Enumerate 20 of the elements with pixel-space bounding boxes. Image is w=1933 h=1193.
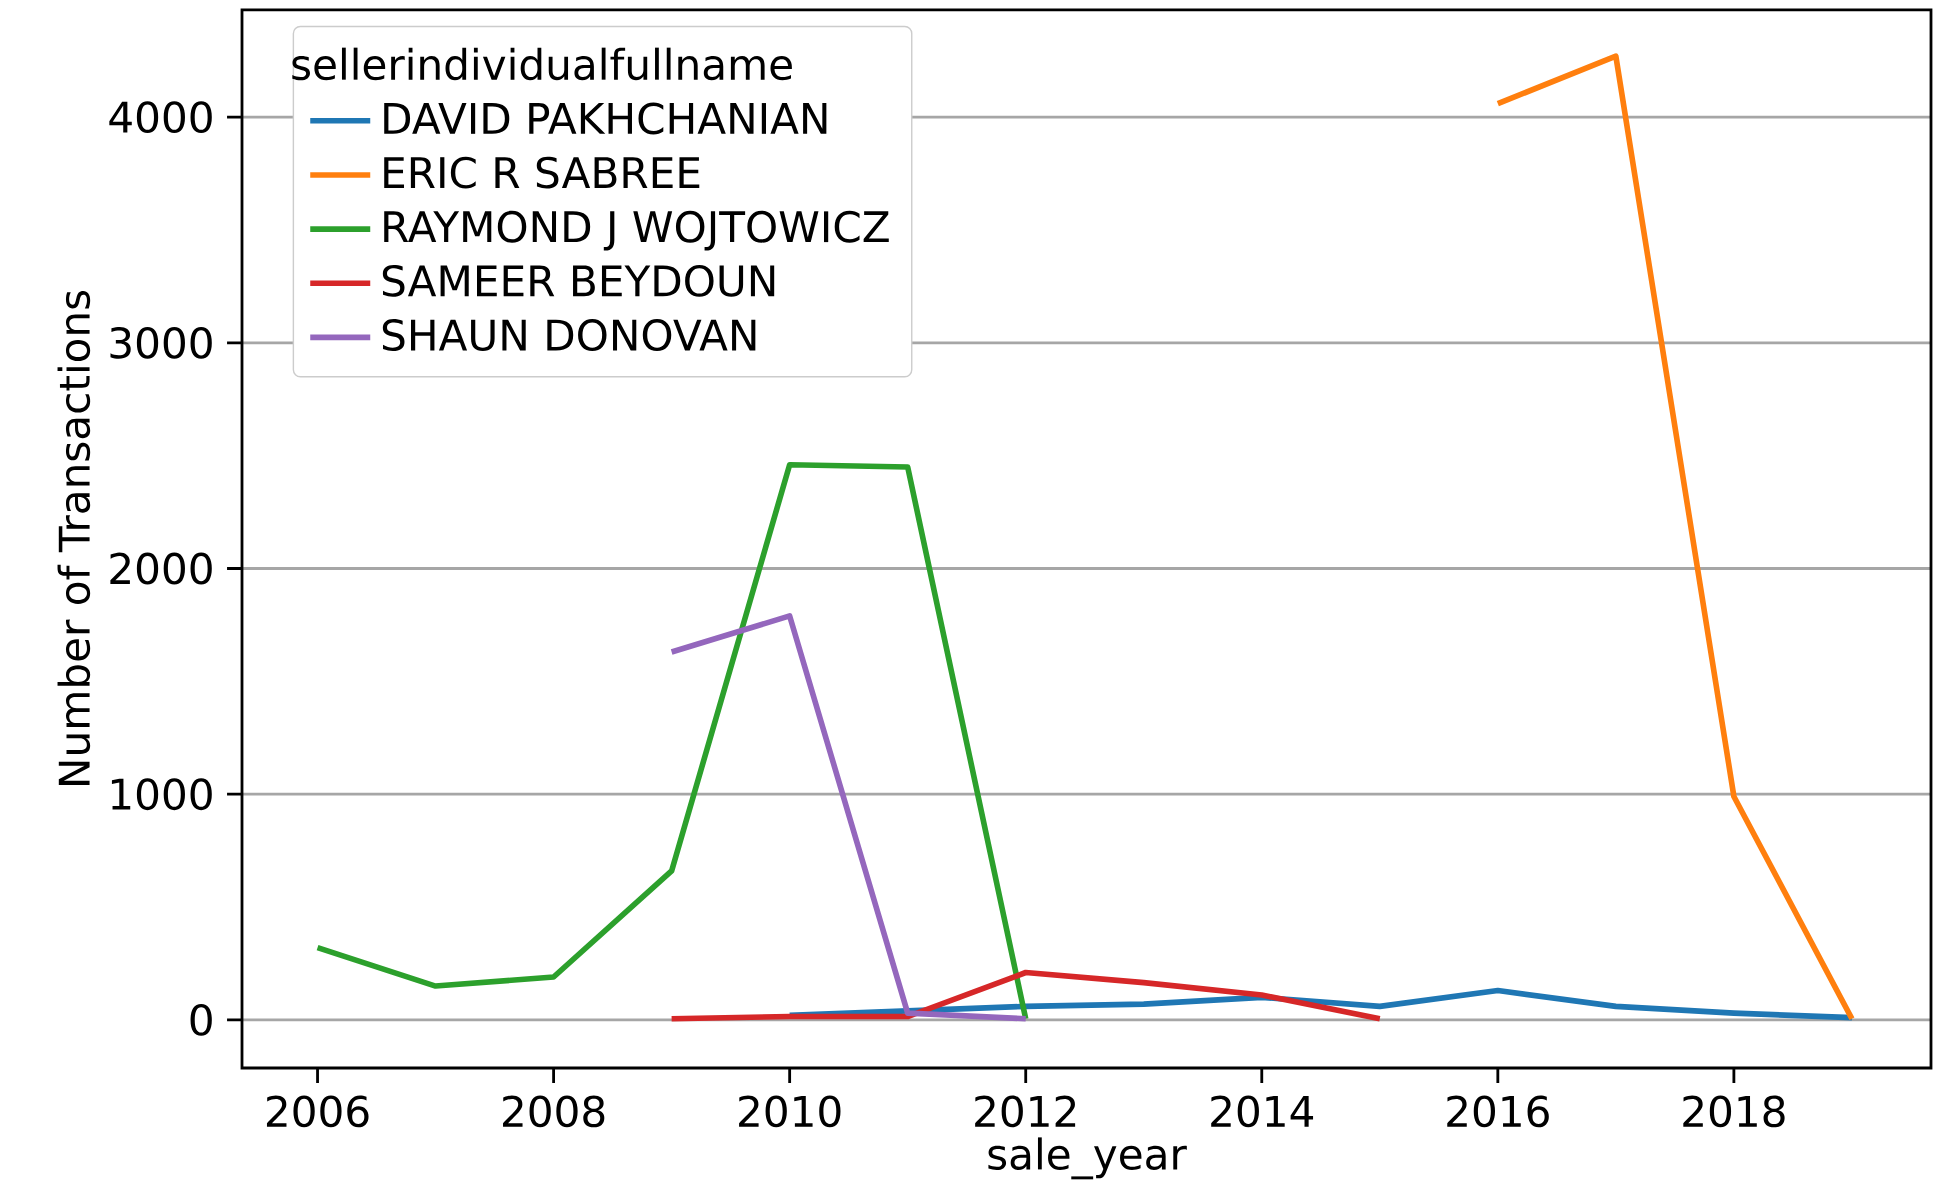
legend-label: ERIC R SABREE [384,156,700,189]
legend-label: SAMEER BEYDOUN [382,264,775,297]
y-tick-label: 3000 [110,326,212,359]
legend-label: DAVID PAKHCHANIAN [384,102,827,135]
y-tick-label: 4000 [109,101,212,134]
x-tick-label: 2010 [739,1095,841,1128]
x-tick-label: 2016 [1447,1095,1549,1128]
x-tick-label: 2006 [266,1095,369,1128]
legend-title: sellerindividualfullname [292,47,792,81]
x-tick-label: 2008 [503,1095,605,1128]
y-tick-label: 1000 [111,778,212,811]
legend-label: RAYMOND J WOJTOWICZ [384,210,889,251]
x-tick-label: 2018 [1683,1095,1785,1128]
legend-label: SHAUN DONOVAN [382,319,756,352]
x-tick-label: 2014 [1211,1095,1314,1128]
y-tick-label: 0 [190,1003,212,1036]
x-axis-title: sale_year [988,1137,1187,1180]
x-tick-label: 2012 [975,1095,1076,1128]
y-axis-title: Number of Transactions [57,290,91,785]
y-tick-label: 2000 [110,552,212,585]
